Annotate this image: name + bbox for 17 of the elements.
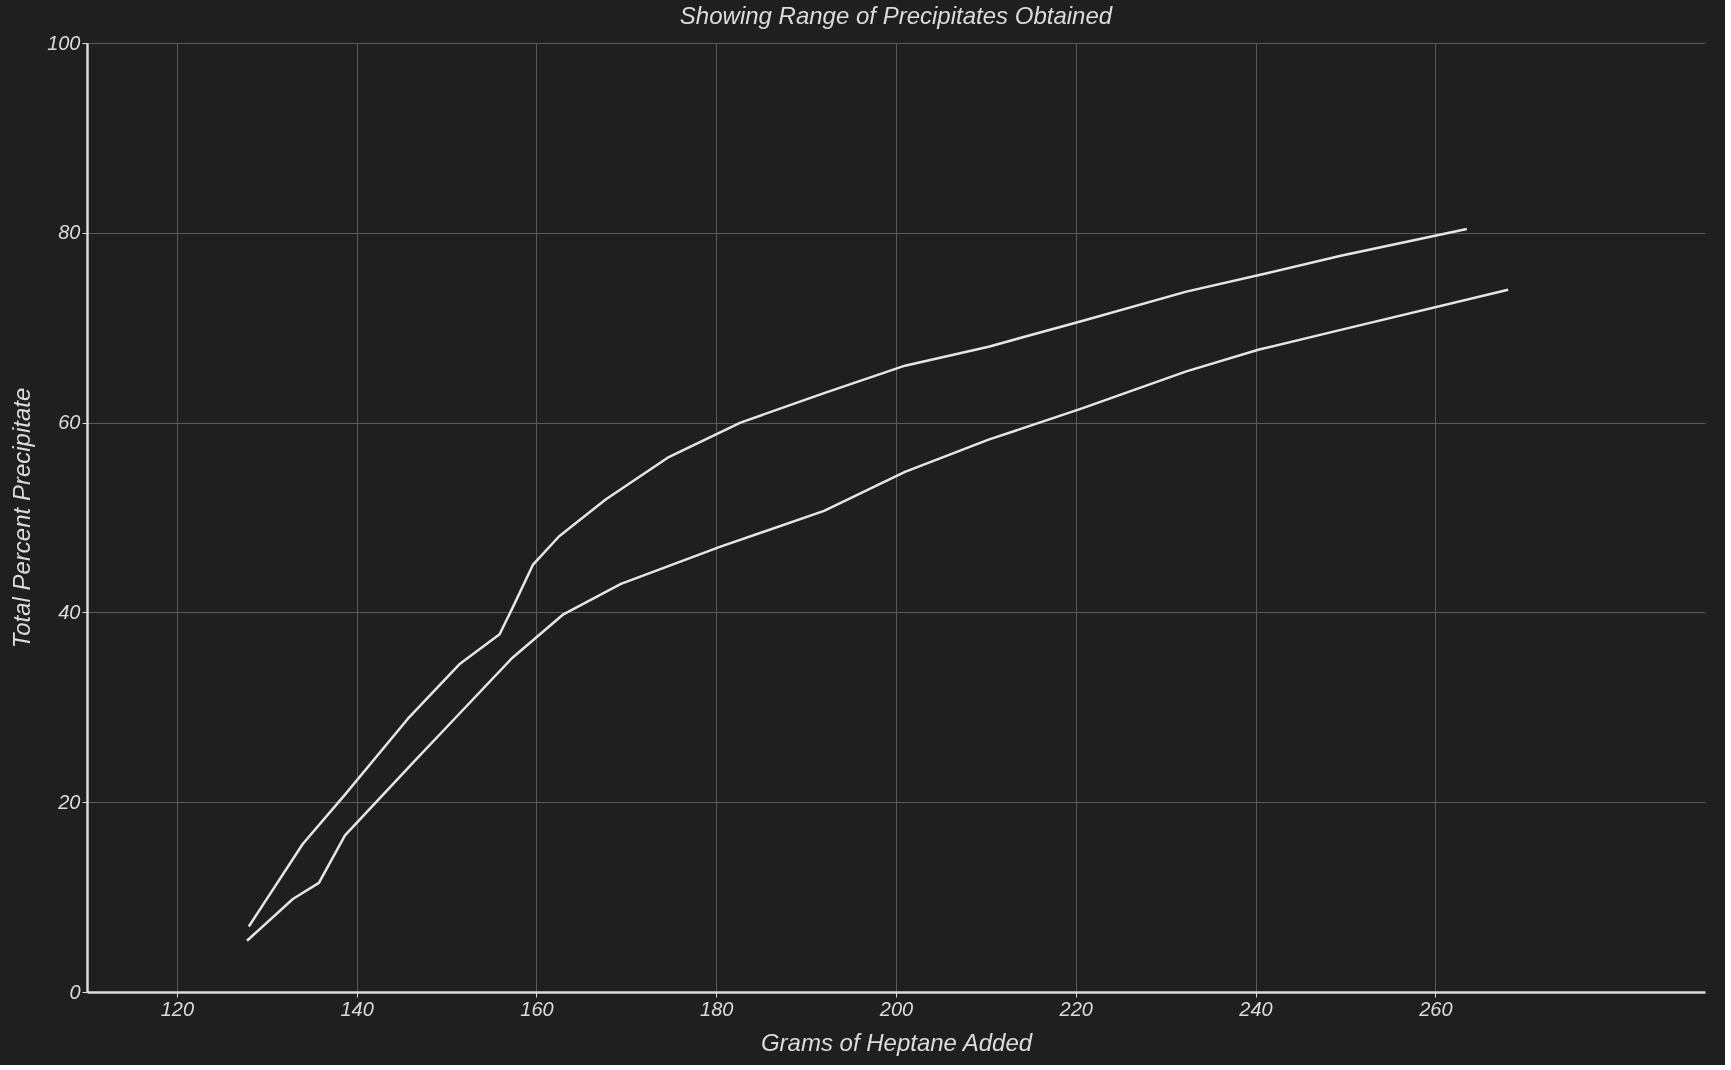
- y-tick-label: 40: [58, 600, 81, 623]
- x-tick-label: 120: [160, 997, 195, 1020]
- x-axis-title: Grams of Heptane Added: [760, 1028, 1033, 1056]
- y-tick-label: 0: [69, 980, 81, 1003]
- x-tick-label: 180: [700, 997, 734, 1020]
- y-tick-label: 20: [57, 790, 81, 813]
- chart-title: Showing Range of Precipitates Obtained: [679, 2, 1113, 29]
- y-tick-label: 100: [47, 31, 81, 54]
- x-tick-label: 240: [1238, 997, 1273, 1020]
- x-tick-label: 160: [520, 997, 554, 1020]
- x-tick-label: 220: [1058, 997, 1093, 1020]
- x-tick-label: 140: [340, 997, 374, 1020]
- x-tick-label: 260: [1418, 997, 1453, 1020]
- y-tick-label: 60: [58, 411, 81, 434]
- y-tick-label: 80: [58, 221, 81, 244]
- x-tick-label: 200: [878, 997, 914, 1020]
- y-axis-title: Total Percent Precipitate: [8, 387, 36, 649]
